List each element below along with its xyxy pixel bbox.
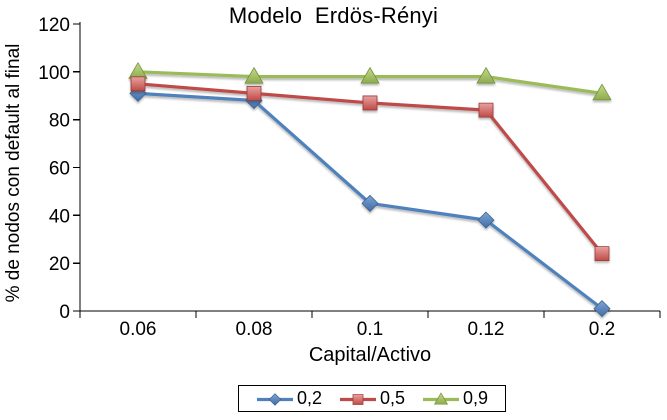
data-point-0-9-0.2 bbox=[592, 83, 612, 101]
series-0-5 bbox=[130, 76, 610, 261]
legend-marker-square-icon bbox=[339, 393, 376, 405]
data-point-0-2-0.12 bbox=[477, 211, 495, 229]
x-tick-label: 0.06 bbox=[120, 319, 157, 340]
legend-label: 0,5 bbox=[379, 388, 406, 408]
data-point-0-5-0.06 bbox=[130, 76, 146, 92]
legend-marker-diamond-icon bbox=[256, 392, 293, 406]
y-tick-label: 20 bbox=[49, 254, 70, 275]
data-point-0-9-0.1 bbox=[360, 66, 380, 84]
legend-item-0-2: 0,2 bbox=[256, 388, 322, 409]
legend-item-0-9: 0,9 bbox=[422, 388, 488, 409]
legend-item-0-5: 0,5 bbox=[339, 388, 405, 409]
series-0-2 bbox=[129, 84, 611, 318]
x-tick-label: 0.12 bbox=[468, 319, 505, 340]
y-tick-label: 60 bbox=[49, 159, 70, 180]
data-point-0-5-0.08 bbox=[246, 85, 262, 101]
x-axis-title: Capital/Activo bbox=[308, 344, 432, 366]
chart-title: Modelo Erdös-Rényi bbox=[228, 3, 439, 28]
legend-label: 0,2 bbox=[296, 388, 322, 408]
data-point-0-5-0.2 bbox=[594, 246, 610, 261]
y-tick-label: 40 bbox=[49, 206, 70, 227]
y-tick-label: 120 bbox=[38, 15, 70, 36]
legend-label: 0,9 bbox=[463, 388, 489, 408]
y-tick-label: 80 bbox=[49, 111, 70, 132]
x-tick-label: 0.1 bbox=[357, 319, 383, 340]
data-point-0-5-0.12 bbox=[478, 102, 494, 118]
series-0-9 bbox=[128, 62, 612, 101]
data-point-0-9-0.08 bbox=[244, 66, 264, 84]
y-tick-label: 100 bbox=[38, 63, 70, 84]
x-tick-label: 0.08 bbox=[236, 319, 273, 340]
y-tick-label: 0 bbox=[59, 302, 70, 323]
legend-marker-triangle-icon bbox=[423, 391, 460, 405]
x-tick-label: 0.2 bbox=[589, 319, 615, 340]
data-point-0-9-0.12 bbox=[476, 66, 496, 84]
legend: 0,2 0,5 0,9 bbox=[238, 385, 506, 412]
data-point-0-2-0.2 bbox=[593, 300, 611, 318]
data-point-0-2-0.1 bbox=[361, 194, 379, 212]
data-point-0-5-0.1 bbox=[362, 95, 378, 111]
